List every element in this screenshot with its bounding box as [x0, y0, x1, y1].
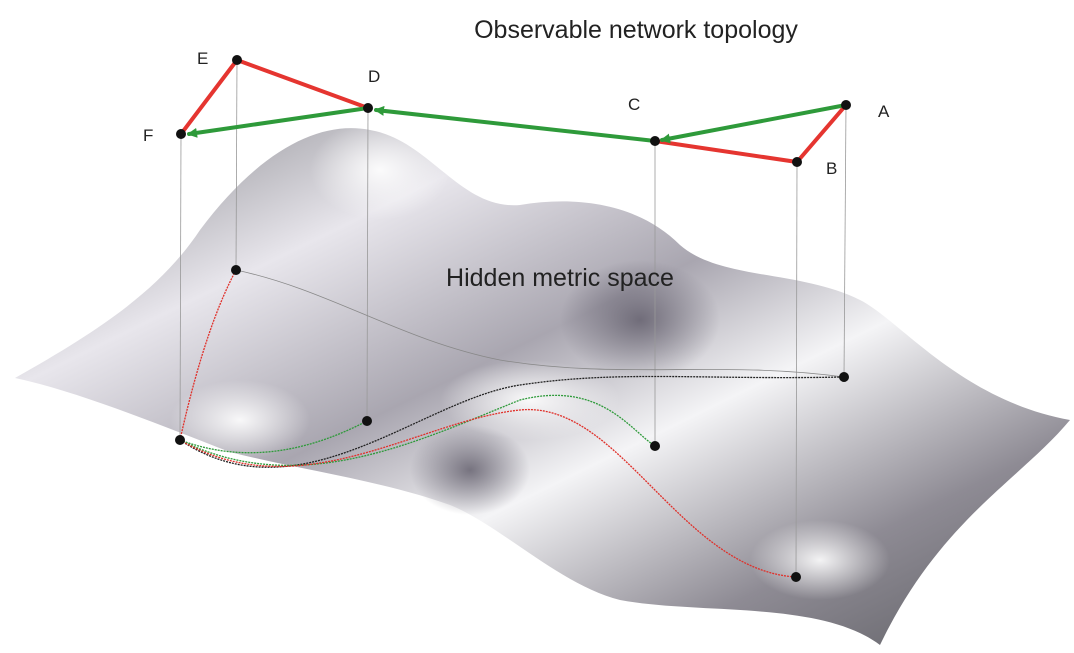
node-label: A: [878, 102, 890, 121]
diagram: Observable network topology: [0, 0, 1074, 653]
node-label: F: [143, 126, 153, 145]
node-label: D: [368, 67, 380, 86]
title: Observable network topology: [474, 16, 798, 44]
surface-label: Hidden metric space: [446, 264, 674, 292]
edges: [181, 60, 846, 162]
node-label: C: [628, 95, 640, 114]
node-label: B: [826, 159, 837, 178]
node-label: E: [197, 49, 208, 68]
